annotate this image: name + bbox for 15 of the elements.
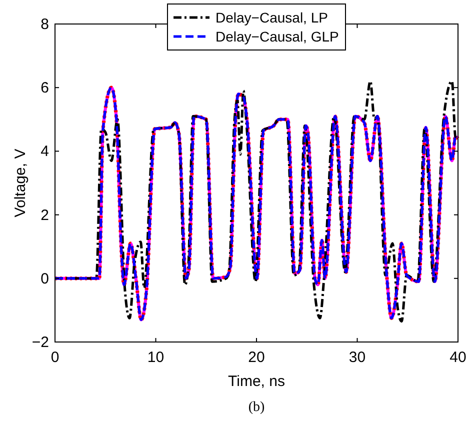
x-tick-label: 40 — [450, 349, 466, 366]
x-tick-label: 30 — [348, 349, 366, 366]
y-tick-label: −2 — [32, 334, 49, 351]
legend-label: Delay−Causal, LP — [216, 10, 328, 26]
y-tick-label: 0 — [40, 270, 49, 288]
y-axis-title: Voltage, V — [12, 148, 29, 218]
x-tick-label: 20 — [248, 349, 265, 366]
legend-label: Delay−Causal, GLP — [216, 28, 339, 44]
y-tick-label: 2 — [40, 206, 49, 224]
y-tick-label: 4 — [40, 143, 49, 160]
x-axis-title: Time, ns — [228, 373, 285, 390]
text: (b) — [248, 400, 265, 415]
y-tick-label: 6 — [40, 80, 49, 97]
y-tick-label: 8 — [40, 16, 49, 33]
x-tick-label: 10 — [147, 349, 164, 366]
